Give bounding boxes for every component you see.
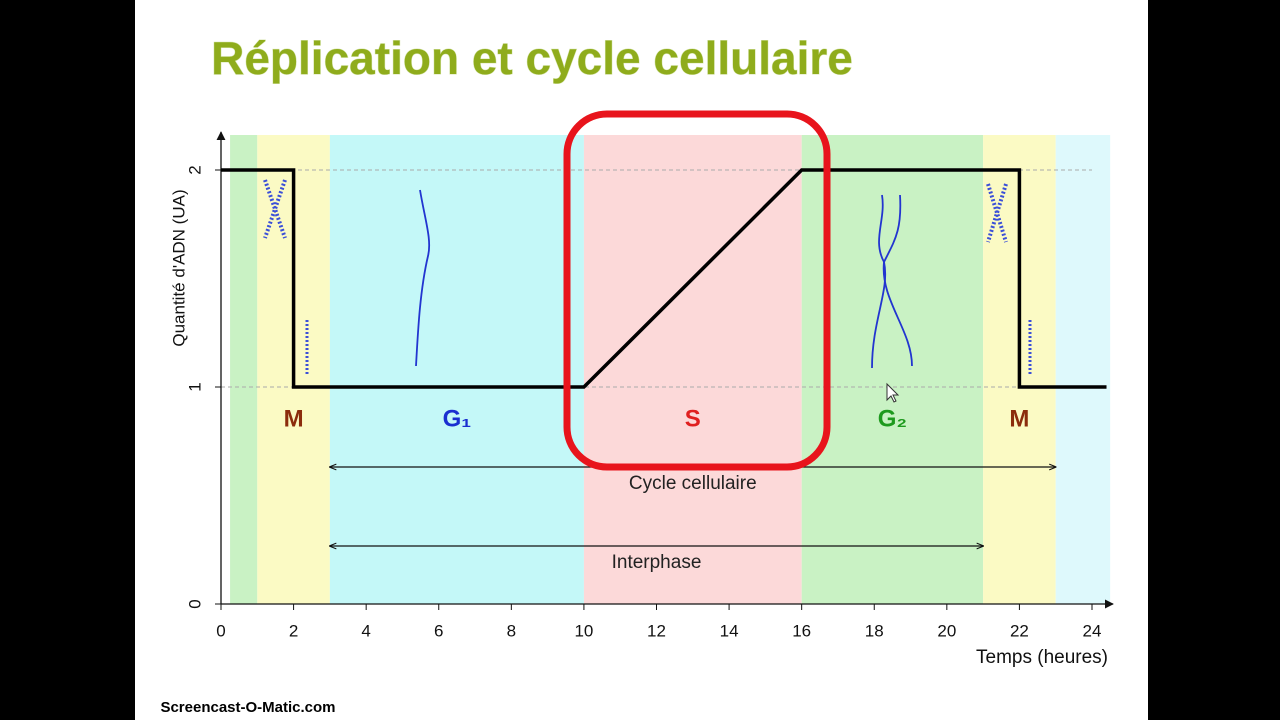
x-tick-label: 22 <box>1010 621 1029 640</box>
x-tick-label: 20 <box>937 621 956 640</box>
phase-band <box>230 135 258 604</box>
y-tick-label: 1 <box>185 382 204 391</box>
watermark: Screencast-O-Matic.com <box>160 699 335 716</box>
slide-title: Réplication et cycle cellulaire <box>211 32 853 84</box>
chromosome-icons <box>263 179 1032 376</box>
phase-band <box>801 135 984 604</box>
phase-band <box>329 135 584 604</box>
phase-band <box>583 135 802 604</box>
x-tick-label: 16 <box>792 621 811 640</box>
phase-label: G₂ <box>878 405 907 432</box>
x-axis-label: Temps (heures) <box>976 647 1108 668</box>
x-tick-label: 8 <box>507 621 516 640</box>
x-tick-label: 4 <box>361 621 370 640</box>
x-tick-label: 18 <box>865 621 884 640</box>
y-tick-label: 0 <box>185 599 204 608</box>
cursor <box>886 382 900 403</box>
phase-label: M <box>284 405 304 432</box>
x-tick-label: 10 <box>574 621 593 640</box>
x-tick-label: 24 <box>1083 621 1102 640</box>
chromatin-icons <box>415 189 913 369</box>
span-label: Cycle cellulaire <box>629 473 757 494</box>
phase-label: S <box>685 405 701 432</box>
phase-bands <box>230 135 1111 604</box>
x-tick-label: 0 <box>216 621 225 640</box>
x-tick-label: 14 <box>720 621 739 640</box>
span-label: Interphase <box>612 552 702 573</box>
x-tick-label: 6 <box>434 621 443 640</box>
phase-band <box>1055 135 1111 604</box>
highlight-box <box>563 110 831 471</box>
x-tick-label: 12 <box>647 621 666 640</box>
dna-line <box>221 168 1107 389</box>
phase-label: G₁ <box>443 405 472 432</box>
y-tick-label: 2 <box>185 165 204 174</box>
phase-label: M <box>1009 405 1029 432</box>
y-axis-label: Quantité d'ADN (UA) <box>169 189 188 346</box>
x-tick-label: 2 <box>289 621 298 640</box>
